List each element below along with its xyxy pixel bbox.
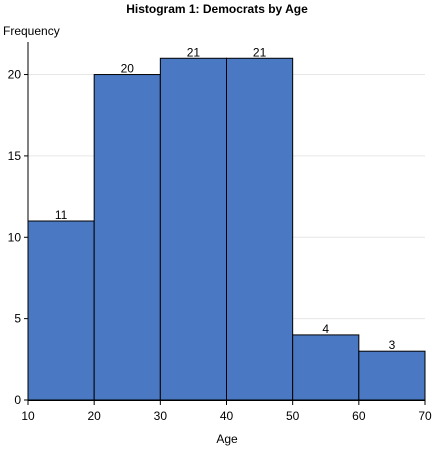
- x-tick-label: 60: [352, 409, 366, 423]
- y-tick-label: 5: [14, 312, 21, 326]
- x-tick-label: 30: [154, 409, 168, 423]
- bar-value-label: 11: [55, 208, 68, 222]
- chart-title: Histogram 1: Democrats by Age: [126, 2, 308, 16]
- y-tick-label: 15: [8, 149, 22, 163]
- x-tick-label: 10: [21, 409, 35, 423]
- bar-value-label: 21: [253, 45, 267, 59]
- histogram-bar-30-40: [159, 57, 227, 401]
- y-tick-label: 10: [8, 230, 22, 244]
- histogram-bar-50-60: [292, 334, 360, 401]
- x-tick-label: 40: [220, 409, 234, 423]
- histogram-bar-60-70: [358, 350, 426, 401]
- y-axis-label: Frequency: [3, 24, 60, 38]
- bar-value-label: 20: [121, 62, 135, 76]
- x-tick-label: 50: [286, 409, 300, 423]
- y-tick-label: 0: [14, 393, 21, 407]
- bar-value-label: 3: [389, 338, 396, 352]
- histogram-bar-40-50: [226, 57, 294, 401]
- data-labels: 11 20 21 21 4 3: [55, 45, 396, 352]
- bar-value-label: 4: [322, 322, 329, 336]
- x-tick-label: 20: [87, 409, 101, 423]
- axes: 0 5 10 15 20 10 20 30 40 50 60 70: [8, 42, 432, 423]
- histogram-bar-10-20: [27, 220, 95, 401]
- bar-value-label: 21: [187, 45, 201, 59]
- x-tick-label: 70: [418, 409, 432, 423]
- histogram-bar-20-30: [93, 74, 161, 401]
- bars: [27, 57, 426, 401]
- x-axis-label: Age: [216, 432, 238, 446]
- y-tick-label: 20: [8, 68, 22, 82]
